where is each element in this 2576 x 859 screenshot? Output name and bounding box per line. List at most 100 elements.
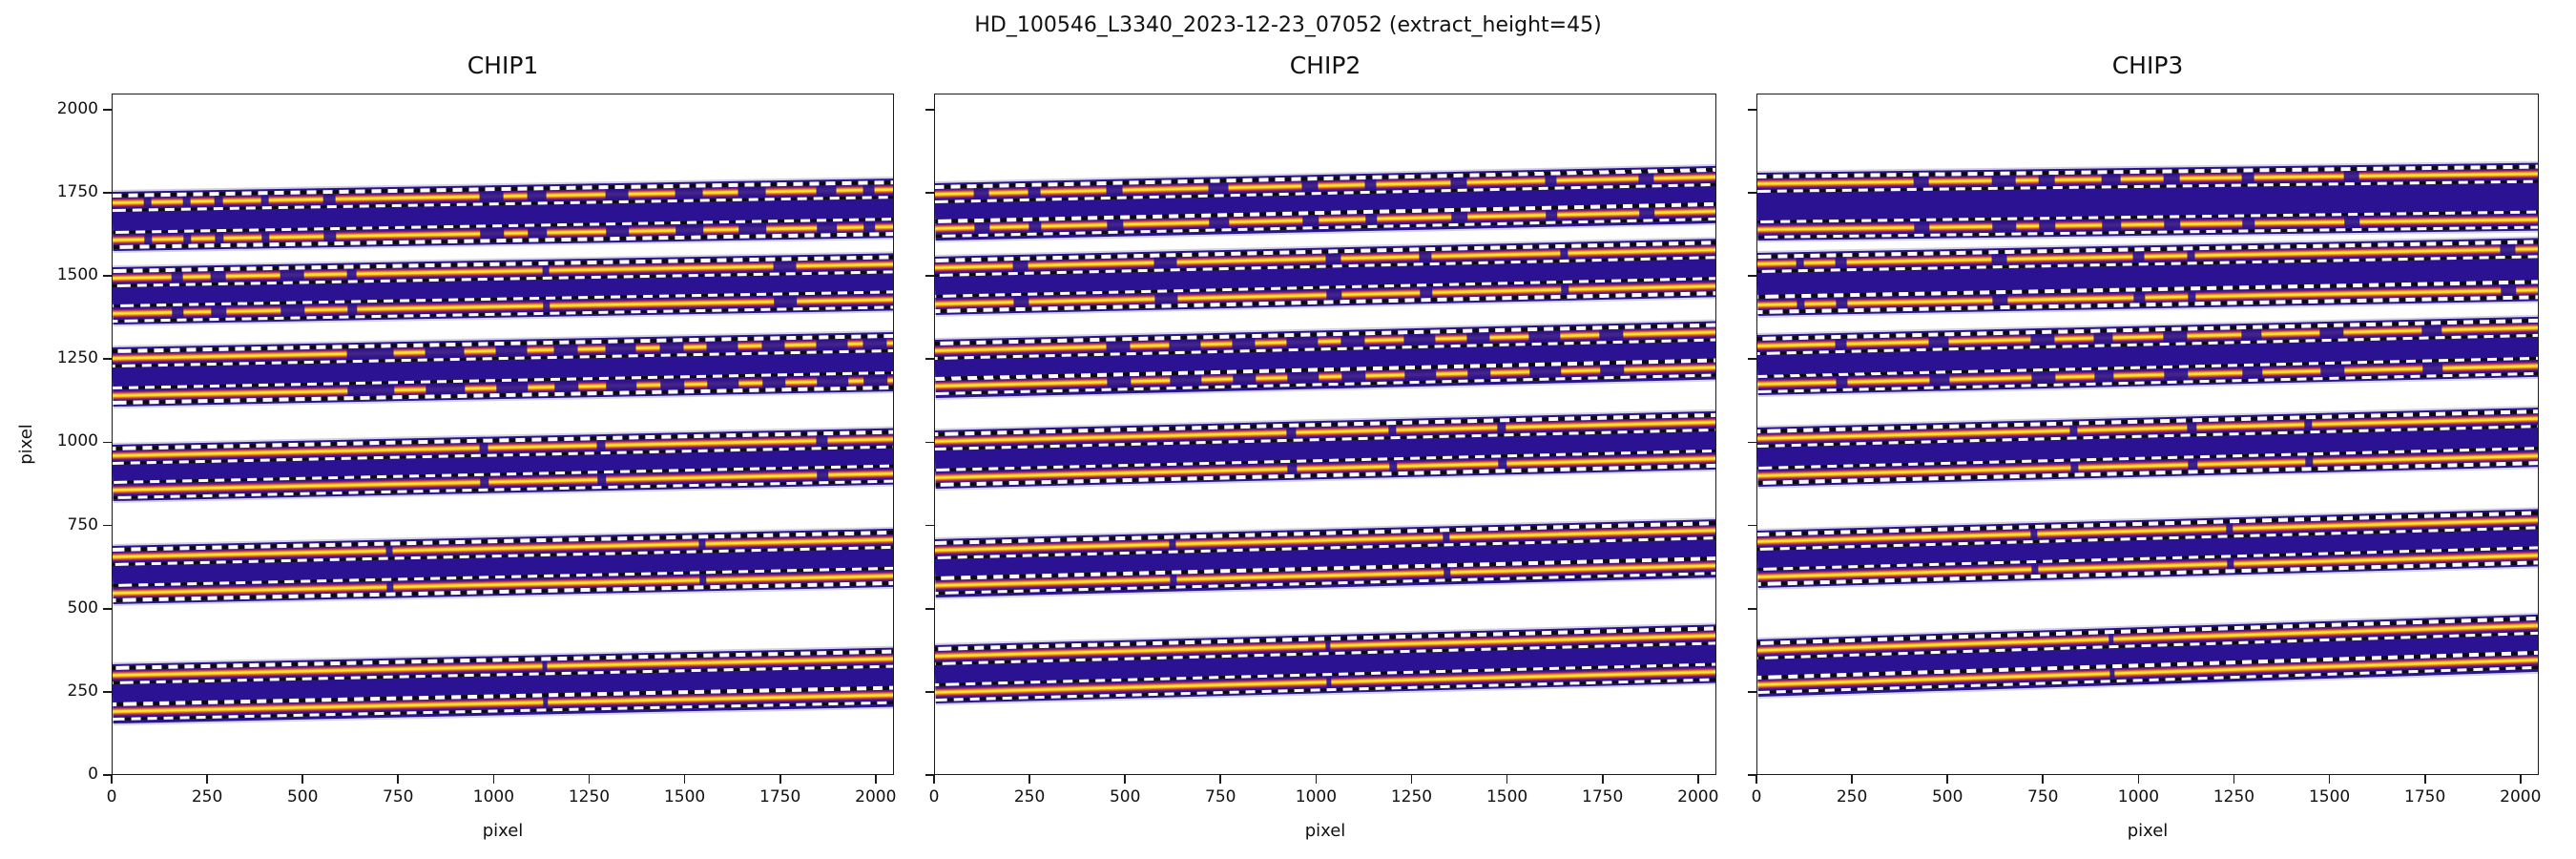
x-axis-tick	[1315, 775, 1318, 784]
trace-gap	[1231, 337, 1256, 349]
x-axis-tick-label: 1000	[2117, 787, 2160, 807]
y-axis-tick-label: 2000	[56, 98, 98, 118]
y-axis-tick	[1748, 192, 1756, 194]
trace-gap	[2030, 334, 2055, 346]
trace-gap	[1341, 370, 1366, 382]
x-axis-tick	[111, 775, 113, 784]
trace-gap	[553, 344, 578, 356]
trace-gap	[1451, 212, 1467, 223]
trace-gap	[480, 227, 505, 239]
trace-gap	[1287, 463, 1298, 475]
trace-gap	[1302, 215, 1319, 227]
trace-gap	[347, 304, 358, 315]
trace-gap	[1835, 339, 1847, 350]
trace-gap	[1340, 335, 1365, 346]
trace-gap	[817, 221, 837, 233]
spectral-order-band	[113, 647, 893, 723]
trace-gap	[707, 377, 739, 389]
trace-gap	[1301, 180, 1319, 193]
trace-gap	[1835, 257, 1847, 268]
trace-gap	[1561, 283, 1569, 296]
trace-gap	[2242, 218, 2255, 229]
trace-gap	[738, 222, 767, 235]
trace-gap	[171, 272, 183, 283]
trace-gap	[761, 376, 786, 388]
trace-gap	[1914, 221, 1930, 233]
x-axis-tick-label: 1750	[1582, 787, 1624, 807]
x-axis-tick-label: 500	[286, 787, 319, 807]
x-axis-tick-label: 0	[106, 787, 117, 807]
trace-gap	[543, 697, 549, 708]
y-axis-tick	[103, 774, 112, 776]
trace-gap	[698, 539, 706, 551]
trace-gap	[1388, 461, 1398, 472]
trace-gap	[1153, 293, 1178, 304]
trace-gap	[386, 581, 394, 593]
trace-gap	[495, 382, 528, 393]
trace-gap	[2305, 455, 2314, 467]
trace-gap	[1836, 376, 1848, 388]
trace-gap	[863, 220, 876, 233]
trace-gap	[816, 435, 828, 447]
trace-gap	[1365, 214, 1378, 225]
trace-gap	[182, 196, 191, 207]
x-axis-label: pixel	[1304, 821, 1346, 841]
trace-gap	[183, 233, 192, 244]
y-axis-tick-label: 500	[67, 597, 98, 618]
trace-gap	[1169, 538, 1176, 550]
trace-gap	[2319, 327, 2344, 339]
trace-gap	[2163, 173, 2180, 184]
trace-gap	[2421, 325, 2441, 337]
trace-gap	[1209, 217, 1229, 229]
trace-gap	[1028, 221, 1042, 233]
x-axis-tick-label: 750	[383, 787, 414, 807]
x-axis-tick	[1506, 775, 1508, 784]
y-axis-tick	[925, 774, 934, 776]
spectral-order-band	[113, 331, 893, 407]
x-axis-tick-label: 1250	[568, 787, 611, 807]
trace-gap	[1326, 676, 1332, 687]
trace-gap	[2031, 371, 2056, 384]
y-axis-tick	[1748, 358, 1756, 361]
trace-gap	[773, 261, 798, 273]
trace-gap	[542, 265, 550, 277]
x-axis-tick-label: 2000	[855, 787, 897, 807]
trace-gap	[1465, 332, 1490, 344]
x-axis-tick	[779, 775, 781, 784]
x-axis-tick-label: 1250	[2212, 787, 2255, 807]
trace-gap	[816, 339, 848, 350]
trace-gap	[1325, 640, 1331, 652]
trace-gap	[210, 271, 226, 283]
x-axis-tick-label: 0	[928, 787, 940, 807]
trace-gap	[1836, 297, 1848, 308]
trace-gap	[426, 383, 466, 395]
x-axis-tick	[1851, 775, 1853, 784]
trace-gap	[1638, 174, 1654, 185]
trace-gap	[1170, 574, 1177, 585]
trace-gap	[2069, 425, 2078, 436]
trace-gap	[2344, 216, 2360, 228]
spectral-order-band	[1757, 407, 2538, 487]
spectral-order-band	[935, 166, 1715, 241]
trace-gap	[347, 384, 395, 396]
trace-gap	[605, 225, 630, 237]
trace-gap	[1153, 257, 1177, 269]
trace-gap	[2101, 174, 2122, 185]
trace-gap	[1013, 296, 1029, 308]
trace-gap	[2163, 330, 2188, 343]
plot-area	[934, 94, 1716, 775]
trace-gap	[1387, 425, 1397, 437]
y-axis-tick	[925, 690, 934, 693]
x-axis-tick-label: 1250	[1390, 787, 1433, 807]
x-axis-tick	[2233, 775, 2235, 784]
trace-gap	[1991, 175, 2016, 187]
trace-gap	[214, 232, 224, 243]
x-axis-tick-label: 1500	[2308, 787, 2351, 807]
trace-gap	[973, 188, 990, 199]
x-axis-tick	[683, 775, 686, 784]
x-axis-tick-label: 2000	[2500, 787, 2542, 807]
trace-gap	[495, 345, 528, 357]
x-axis-tick	[206, 775, 208, 784]
chip-title: CHIP1	[467, 52, 539, 79]
trace-gap	[1599, 328, 1624, 341]
